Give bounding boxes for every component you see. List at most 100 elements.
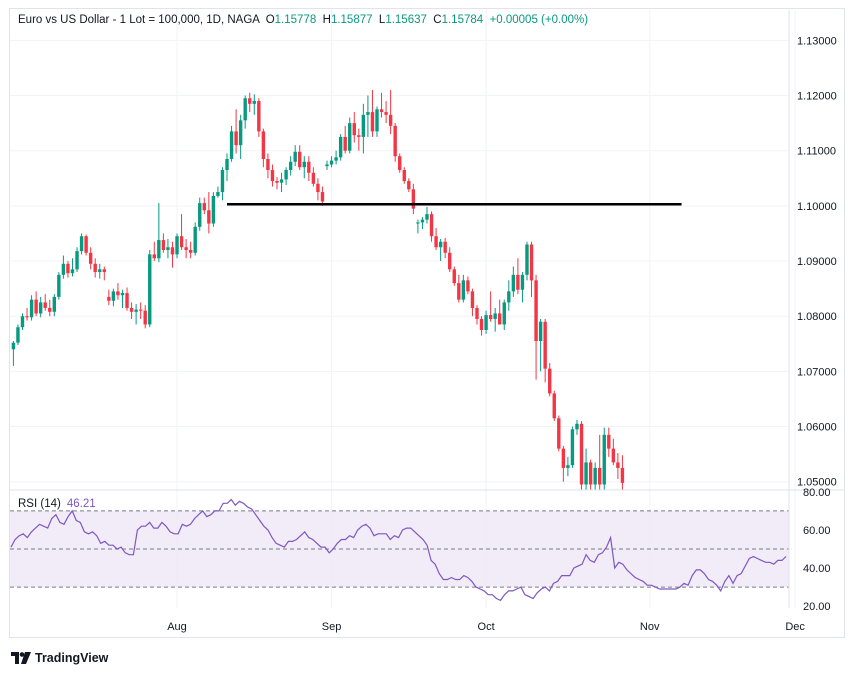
candle-body [134,309,138,312]
candle-body [329,160,334,165]
candle-body [375,109,379,132]
rsi-y-tick-label: 40.00 [803,563,831,575]
candle-body [316,183,320,193]
candle-body [543,321,547,369]
candle-body [525,244,529,275]
candle-body [507,291,511,303]
candle-body [179,236,184,248]
x-tick-label: Oct [478,621,495,633]
candle-body [61,263,66,275]
candle-body [416,222,420,224]
candle-body [234,131,238,146]
rsi-label: RSI (14) [18,498,61,510]
candle-body [488,315,493,319]
candle-body [25,316,29,318]
candle-body [161,240,166,250]
candle-body [229,131,234,159]
chart-legend-header: Euro vs US Dollar - 1 Lot = 100,000, 1D,… [18,14,588,26]
candle-body [111,291,116,301]
candle-body [475,307,479,319]
candle-body [361,114,366,137]
candle-body [434,236,438,248]
candle-body [388,114,393,126]
candle-body [157,240,161,259]
candle-body [284,170,288,180]
candle-body [384,112,388,115]
candle-body [288,161,293,170]
candle-body [552,393,556,419]
candle-body [66,263,70,274]
candle-body [257,101,261,132]
candle-body [20,316,25,328]
candle-body [466,280,470,292]
candle-body [70,269,75,274]
candle-body [125,293,129,308]
candle-body [493,313,497,319]
rsi-value: 46.21 [66,498,96,510]
candle-body [75,251,79,270]
y-tick-label: 1.09000 [797,256,837,268]
candle-body [138,309,143,311]
candle-body [211,195,216,224]
x-tick-label: Nov [640,621,660,633]
candle-body [298,151,302,168]
candle-body [220,170,225,193]
candle-body [84,236,88,253]
candle-body [11,342,16,350]
tradingview-logo[interactable]: TradingView [11,650,108,666]
candle-body [238,120,243,146]
y-tick-label: 1.12000 [797,91,837,103]
candles-group [11,90,625,490]
candle-body [511,274,516,292]
low-value: 1.15637 [385,14,427,26]
candle-body [216,192,220,196]
close-value: 1.15784 [441,14,484,26]
x-tick-label: Dec [785,621,805,633]
candle-body [529,244,534,281]
y-tick-label: 1.07000 [797,366,837,378]
candle-body [188,250,193,253]
candle-body [470,291,475,308]
candle-body [338,136,343,158]
rsi-line [10,498,787,602]
candle-body [252,101,256,104]
candle-body [52,296,57,312]
candle-body [611,448,616,463]
candle-body [311,172,316,184]
candle-body [502,302,506,325]
candle-body [429,214,434,237]
candle-body [352,123,356,136]
candle-body [275,181,279,183]
candle-body [443,241,447,253]
candle-body [516,274,520,290]
x-tick-label: Sep [322,621,342,633]
candle-body [357,135,361,137]
candle-body [588,462,593,485]
low-label: L [378,14,386,26]
open-value: 1.15778 [274,14,317,26]
candle-body [143,310,147,325]
candle-body [79,236,84,252]
candle-body [16,327,20,343]
candle-body [348,123,352,151]
candle-body [534,280,538,342]
candle-body [225,158,229,170]
candle-body [420,219,425,223]
candle-body [129,307,134,312]
y-tick-label: 1.06000 [797,422,837,434]
candle-body [334,157,338,161]
candle-body [538,321,543,342]
candle-body [411,189,416,209]
candle-body [207,210,211,224]
symbol-title: Euro vs US Dollar - 1 Lot = 100,000, 1D,… [18,14,260,26]
candle-body [379,109,384,113]
rsi-y-tick-label: 80.00 [803,487,831,499]
candle-body [34,299,38,314]
candle-body [43,302,47,308]
candle-body [602,434,606,485]
candle-body [170,247,175,255]
rsi-band [10,510,789,588]
tradingview-icon [11,652,31,664]
candle-body [398,156,402,170]
